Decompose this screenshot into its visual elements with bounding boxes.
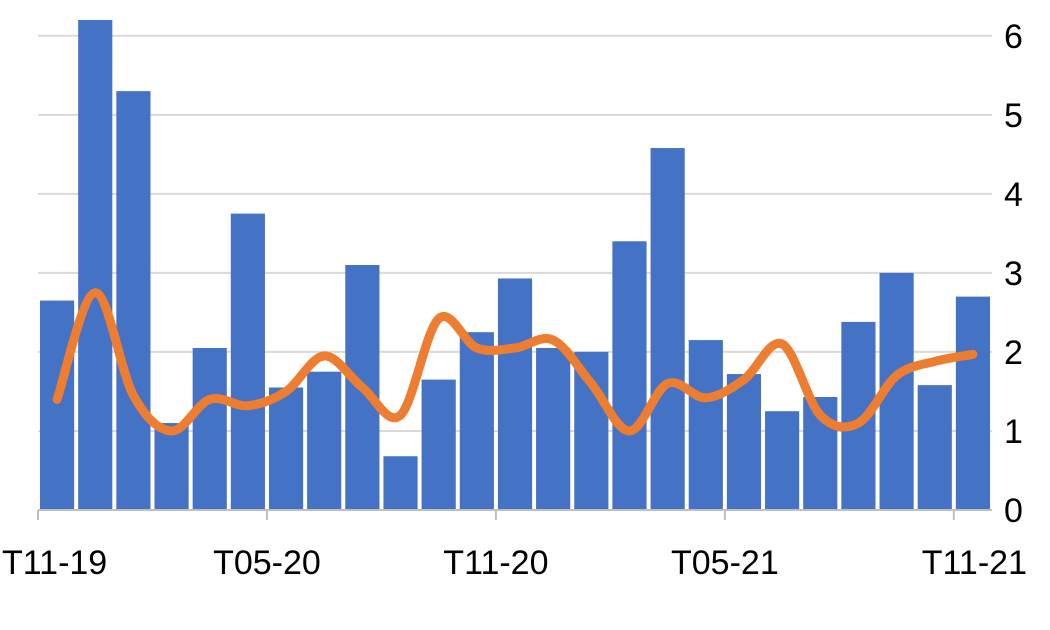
- bar-T08-20: [383, 456, 418, 510]
- bar-series: [40, 20, 990, 511]
- y-tick-label: 0: [1004, 492, 1023, 530]
- bar-T11-20: [497, 278, 533, 510]
- y-tick-label: 3: [1004, 255, 1023, 293]
- bar-T12-19: [78, 20, 113, 510]
- bar-T03-20: [192, 347, 227, 510]
- x-tick-label: T05-21: [671, 544, 779, 582]
- line-series: [52, 288, 978, 436]
- y-tick-label: 2: [1004, 334, 1023, 372]
- y-axis: 0 1 2 3 4 5 6: [1004, 18, 1023, 530]
- bar-T09-20: [421, 379, 456, 510]
- bar-T02-21: [612, 241, 647, 510]
- bar-T11-19: [40, 300, 75, 510]
- bar-T01-21: [574, 351, 609, 510]
- bar-T06-20: [307, 371, 342, 510]
- x-tick-label: T11-21: [922, 544, 1027, 582]
- bar-T10-20: [459, 332, 494, 510]
- y-tick-label: 5: [1004, 97, 1023, 135]
- y-tick-label: 1: [1004, 413, 1023, 451]
- bar-T04-20: [230, 213, 265, 510]
- bar-T06-21: [765, 411, 800, 510]
- bar-T03-21: [650, 148, 685, 510]
- bar-T05-21: [726, 374, 762, 510]
- bar-T11-21: [955, 296, 990, 510]
- y-tick-label: 4: [1004, 176, 1023, 214]
- trend-line: [52, 288, 978, 436]
- x-tick-label: T05-20: [213, 544, 321, 582]
- bar-T04-21: [688, 340, 723, 510]
- x-axis: T11-19 T05-20 T11-20 T05-21 T11-21: [2, 509, 1027, 582]
- bar-T10-21: [917, 385, 952, 510]
- x-tick-label: T11-19: [2, 544, 107, 582]
- bar-T02-20: [154, 423, 189, 510]
- bar-T01-20: [116, 91, 151, 511]
- bar-T05-20: [268, 387, 304, 510]
- bar-T12-20: [536, 347, 571, 510]
- x-tick-label: T11-20: [443, 544, 548, 582]
- y-tick-label: 6: [1004, 18, 1023, 56]
